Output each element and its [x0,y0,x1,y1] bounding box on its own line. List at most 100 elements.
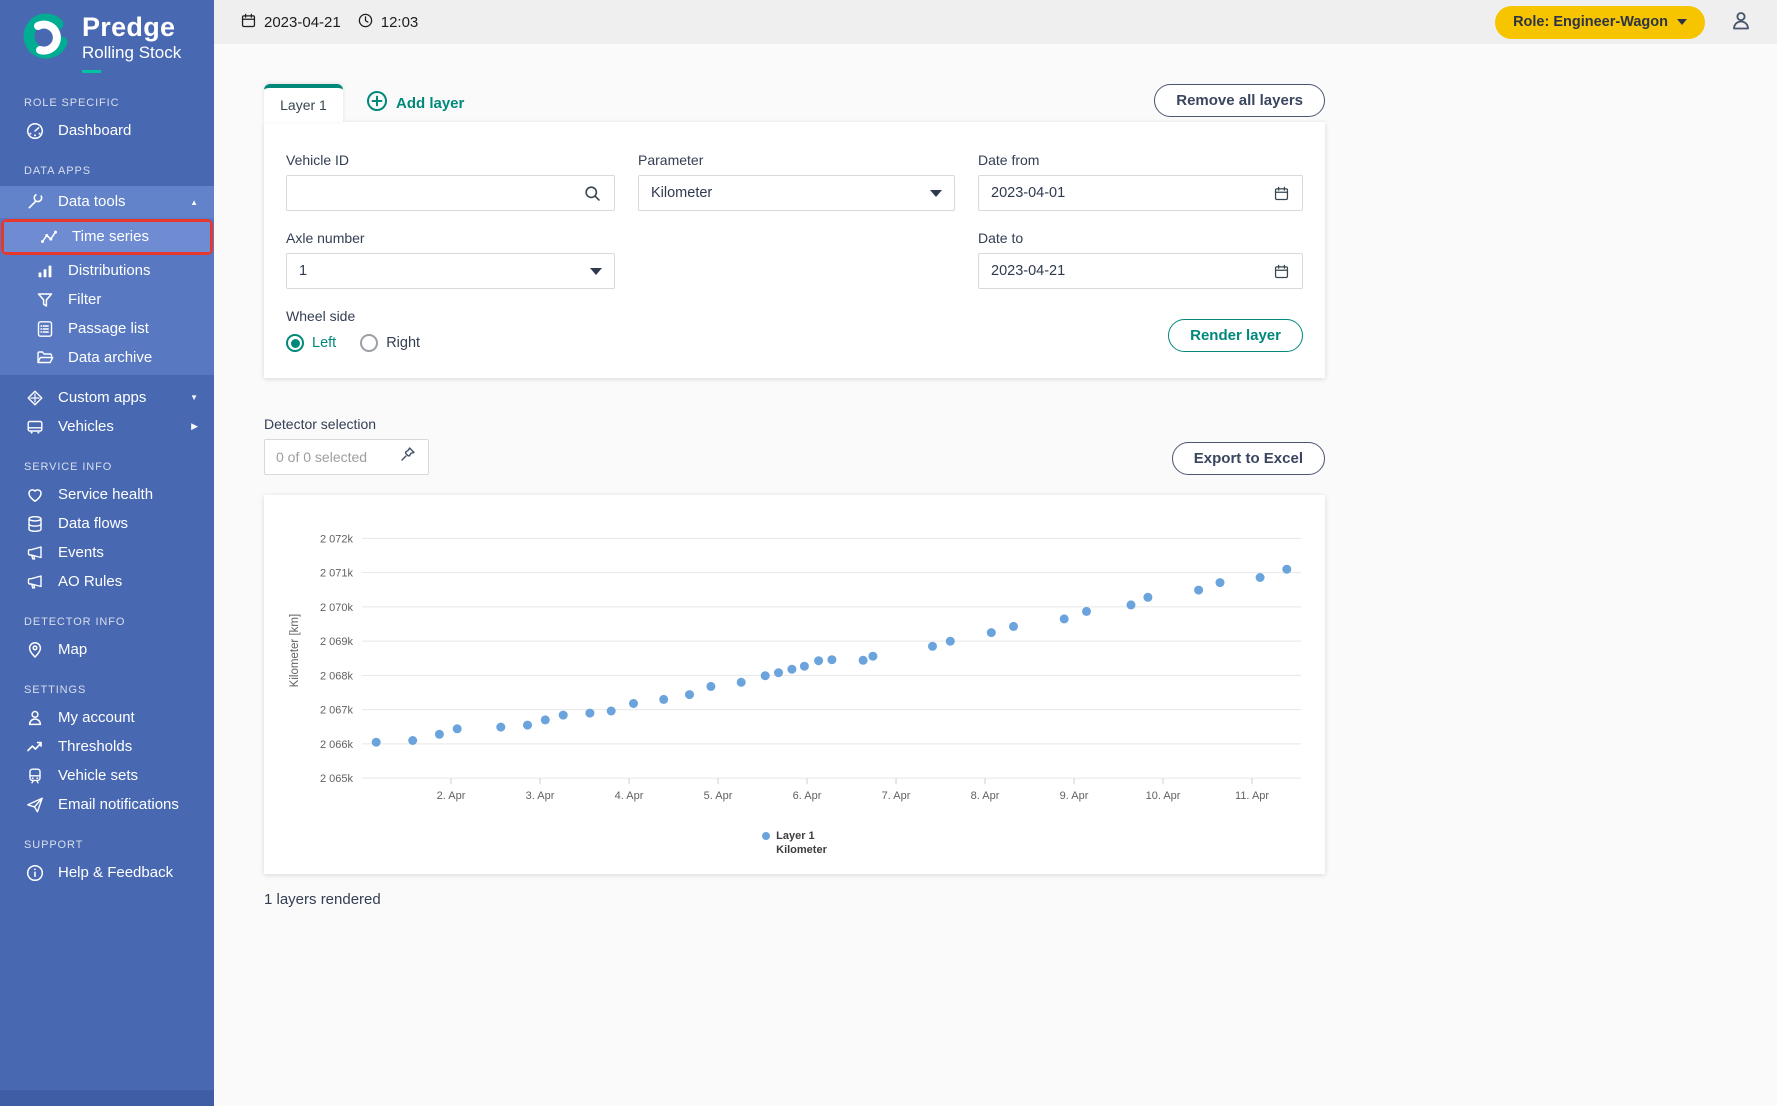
wrench-icon [24,192,45,213]
calendar-icon[interactable] [1273,185,1290,202]
timeseries-scatter-chart: 2 065k 2 066k 2 067k 2 068k 2 069k 2 070k 2 07… [289,533,1301,802]
map-pin-icon [24,639,45,660]
sidebar-item-label: Email notifications [58,795,179,813]
sidebar-item-label: Filter [68,290,102,308]
render-layer-button[interactable]: Render layer [1168,319,1303,352]
svg-text:2 066k: 2 066k [320,739,354,751]
search-icon[interactable] [583,184,602,203]
vehicle-id-label: Vehicle ID [286,152,350,168]
sidebar-item-label: Data tools [58,193,126,210]
radio-unselected-icon [360,334,379,352]
sidebar-item-passage-list[interactable]: Passage list [0,314,214,343]
sidebar-item-thresholds[interactable]: Thresholds [0,732,214,761]
events-icon [24,542,45,563]
role-selector-button[interactable]: Role: Engineer-Wagon [1495,5,1705,39]
user-account-button[interactable] [1729,9,1753,36]
sidebar-item-ao-rules[interactable]: AO Rules [0,567,214,596]
chevron-down-icon [930,189,942,197]
chevron-down-icon [590,267,602,275]
chevron-right-icon: ▶ [191,421,198,431]
sidebar-item-data-tools[interactable]: Data tools ▲ [0,186,214,218]
user-icon [1729,9,1753,36]
sidebar-item-data-archive[interactable]: Data archive [0,343,214,372]
info-icon [24,862,45,883]
vehicle-id-field: Vehicle ID [286,152,615,211]
wheel-side-label: Wheel side [286,308,356,324]
distributions-icon [34,260,55,281]
clock-icon [357,12,374,33]
sidebar-item-map[interactable]: Map [0,635,214,664]
svg-text:2 067k: 2 067k [320,705,354,717]
wheel-side-left-radio[interactable]: Left [286,334,336,352]
sidebar-footer [0,1090,214,1106]
sidebar-item-label: My account [58,708,135,726]
svg-text:5. Apr: 5. Apr [704,790,733,802]
vehicle-id-input[interactable] [299,185,583,201]
layer-tabs-row: Layer 1 Add layer Remove all layers [264,84,1325,122]
brand-underline [82,70,101,73]
sidebar-item-email-notifications[interactable]: Email notifications [0,790,214,819]
sidebar-item-label: Dashboard [58,121,132,139]
detector-selection-label: Detector selection [264,416,377,432]
sidebar-item-data-flows[interactable]: Data flows [0,509,214,538]
filter-icon [34,289,55,310]
calendar-icon[interactable] [1273,263,1290,280]
pushpin-icon[interactable] [398,445,417,469]
brand-name: Predge [82,12,176,42]
detector-selection-row: Detector selection 0 of 0 selected Expor… [264,416,1325,475]
data-tools-group: Data tools ▲ Time series [0,186,214,375]
time-series-highlight-frame: Time series [1,219,213,255]
sidebar-item-time-series[interactable]: Time series [4,222,210,252]
sidebar-item-service-health[interactable]: Service health [0,480,214,509]
add-layer-button[interactable]: Add layer [366,90,464,116]
sidebar-section-service-info: SERVICE INFO [24,461,113,473]
date-from-field: Date from [978,152,1303,211]
sidebar-item-label: Distributions [68,261,151,279]
chevron-down-icon [1677,19,1687,25]
wheel-side-field: Wheel side Left Right [286,308,1303,352]
parameter-select[interactable]: Kilometer [638,175,955,211]
svg-text:4. Apr: 4. Apr [615,790,644,802]
date-from-input[interactable] [991,185,1273,201]
layer-form-panel: Vehicle ID Parameter [264,122,1325,378]
sidebar-item-label: Custom apps [58,388,147,406]
svg-text:8. Apr: 8. Apr [971,790,1000,802]
date-from-label: Date from [978,152,1040,168]
svg-text:6. Apr: 6. Apr [793,790,822,802]
sidebar-item-label: Vehicle sets [58,766,139,784]
sidebar: Predge Rolling Stock ROLE SPECIFIC Dashb… [0,0,214,1106]
sidebar-item-custom-apps[interactable]: Custom apps ▼ [0,383,214,412]
svg-text:2 065k: 2 065k [320,773,354,785]
axle-number-select[interactable]: 1 [286,253,615,289]
svg-text:2 069k: 2 069k [320,636,354,648]
sidebar-item-vehicles[interactable]: Vehicles ▶ [0,412,214,441]
predge-logo-icon [22,12,72,69]
wheel-side-right-radio[interactable]: Right [360,334,420,352]
remove-all-layers-button[interactable]: Remove all layers [1154,84,1325,117]
export-to-excel-button[interactable]: Export to Excel [1171,442,1325,475]
detector-selection-input[interactable]: 0 of 0 selected [264,439,429,475]
add-icon [366,90,388,116]
date-to-input[interactable] [991,263,1273,279]
tab-layer-1[interactable]: Layer 1 [264,84,343,122]
svg-text:9. Apr: 9. Apr [1060,790,1089,802]
sidebar-section-role-specific: ROLE SPECIFIC [24,97,120,109]
sidebar-item-distributions[interactable]: Distributions [0,256,214,285]
brand: Predge Rolling Stock [0,0,214,77]
sidebar-item-label: Help & Feedback [58,863,174,881]
sidebar-item-events[interactable]: Events [0,538,214,567]
sidebar-item-label: Data flows [58,514,129,532]
sidebar-item-my-account[interactable]: My account [0,703,214,732]
sidebar-item-vehicle-sets[interactable]: Vehicle sets [0,761,214,790]
sidebar-item-dashboard[interactable]: Dashboard [0,116,214,145]
sidebar-item-filter[interactable]: Filter [0,285,214,314]
sidebar-item-help-feedback[interactable]: Help & Feedback [0,858,214,887]
chart-legend: Layer 1 Kilometer [274,830,1315,856]
parameter-label: Parameter [638,152,704,168]
data-archive-icon [34,347,55,368]
calendar-icon [240,12,257,33]
service-health-icon [24,484,45,505]
date-to-field: Date to [978,230,1303,289]
sidebar-item-label: Passage list [68,319,149,337]
